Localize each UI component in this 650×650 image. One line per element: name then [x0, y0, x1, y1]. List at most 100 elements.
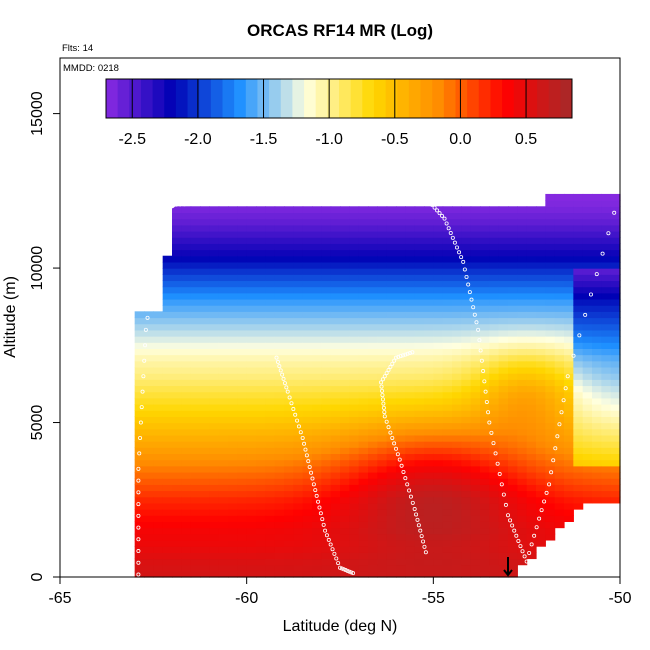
heatmap-cell: [414, 379, 425, 387]
heatmap-cell: [480, 231, 490, 238]
heatmap-cell: [340, 218, 350, 226]
heatmap-cell: [554, 434, 565, 442]
heatmap-cell: [517, 391, 528, 399]
heatmap-cell: [228, 373, 238, 380]
heatmap-cell: [461, 552, 472, 560]
heatmap-cell: [461, 329, 472, 337]
heatmap-cell: [470, 360, 481, 368]
heatmap-cell: [554, 218, 565, 226]
heatmap-cell: [302, 243, 313, 251]
heatmap-cell: [554, 268, 565, 275]
heatmap-cell: [162, 342, 173, 349]
track-point: [594, 272, 599, 277]
heatmap-cell: [442, 391, 453, 399]
heatmap-cell: [172, 305, 182, 312]
track-point: [392, 441, 397, 446]
heatmap-cell: [321, 305, 332, 312]
heatmap-cell: [293, 564, 304, 572]
heatmap-cell: [508, 410, 518, 417]
track-point: [323, 197, 328, 202]
heatmap-cell: [461, 570, 472, 578]
heatmap-cell: [526, 286, 537, 294]
heatmap-cell: [228, 224, 238, 232]
heatmap-cell: [480, 298, 490, 306]
heatmap-cell: [536, 329, 546, 337]
heatmap-cell: [172, 546, 182, 553]
heatmap-cell: [256, 441, 266, 448]
heatmap-cell: [321, 342, 332, 349]
heatmap-cell: [284, 558, 294, 566]
heatmap-cell: [358, 360, 369, 368]
heatmap-cell: [573, 502, 584, 510]
heatmap-cell: [200, 546, 210, 553]
heatmap-cell: [265, 379, 276, 387]
heatmap-cell: [368, 558, 378, 566]
heatmap-cell: [517, 422, 528, 430]
heatmap-cell: [526, 231, 537, 238]
heatmap-cell: [489, 237, 500, 244]
heatmap-cell: [330, 459, 341, 467]
heatmap-cell: [330, 360, 341, 368]
heatmap-cell: [330, 261, 341, 269]
heatmap-cell: [256, 243, 266, 251]
heatmap-cell: [592, 348, 602, 356]
track-point: [382, 410, 387, 415]
heatmap-cell: [405, 478, 416, 485]
heatmap-cell: [480, 206, 490, 214]
heatmap-cell: [396, 490, 406, 498]
heatmap-cell: [368, 509, 378, 516]
heatmap-cell: [377, 366, 388, 374]
heatmap-cell: [405, 268, 416, 275]
heatmap-cell: [601, 416, 612, 424]
heatmap-cell: [433, 539, 444, 547]
heatmap-cell: [209, 360, 220, 368]
heatmap-cell: [172, 459, 182, 467]
heatmap-cell: [489, 206, 500, 214]
heatmap-cell: [405, 434, 416, 442]
heatmap-cell: [321, 206, 332, 214]
heatmap-cell: [284, 552, 294, 560]
heatmap-cell: [302, 546, 313, 553]
heatmap-cell: [134, 397, 145, 405]
heatmap-cell: [237, 453, 248, 461]
heatmap-cell: [349, 441, 360, 448]
heatmap-cell: [517, 342, 528, 349]
heatmap-cell: [246, 521, 257, 529]
track-point: [298, 198, 303, 203]
heatmap-cell: [396, 255, 406, 263]
heatmap-cell: [237, 570, 248, 578]
heatmap-cell: [610, 305, 621, 312]
heatmap-cell: [582, 280, 593, 288]
heatmap-cell: [396, 521, 406, 529]
heatmap-cell: [246, 527, 257, 535]
heatmap-cell: [461, 410, 472, 417]
heatmap-cell: [181, 490, 192, 498]
heatmap-cell: [582, 348, 593, 356]
track-point: [347, 569, 352, 574]
heatmap-cell: [508, 552, 518, 560]
heatmap-cell: [274, 373, 285, 380]
heatmap-cell: [592, 410, 602, 417]
heatmap-cell: [302, 428, 313, 436]
heatmap-cell: [190, 373, 201, 380]
track-point: [555, 434, 560, 439]
heatmap-cell: [414, 434, 425, 442]
heatmap-cell: [405, 274, 416, 282]
heatmap-cell: [489, 570, 500, 578]
heatmap-cell: [284, 366, 294, 374]
heatmap-cell: [368, 206, 378, 214]
heatmap-cell: [545, 428, 556, 436]
heatmap-cell: [321, 422, 332, 430]
heatmap-cell: [582, 193, 593, 201]
heatmap-cell: [237, 564, 248, 572]
heatmap-cell: [153, 410, 164, 417]
heatmap-cell: [209, 379, 220, 387]
heatmap-cell: [554, 255, 565, 263]
heatmap-cell: [424, 422, 434, 430]
heatmap-cell: [489, 465, 500, 473]
heatmap-cell: [237, 416, 248, 424]
heatmap-cell: [452, 261, 462, 269]
heatmap-cell: [508, 416, 518, 424]
heatmap-cell: [302, 218, 313, 226]
heatmap-cell: [349, 354, 360, 362]
